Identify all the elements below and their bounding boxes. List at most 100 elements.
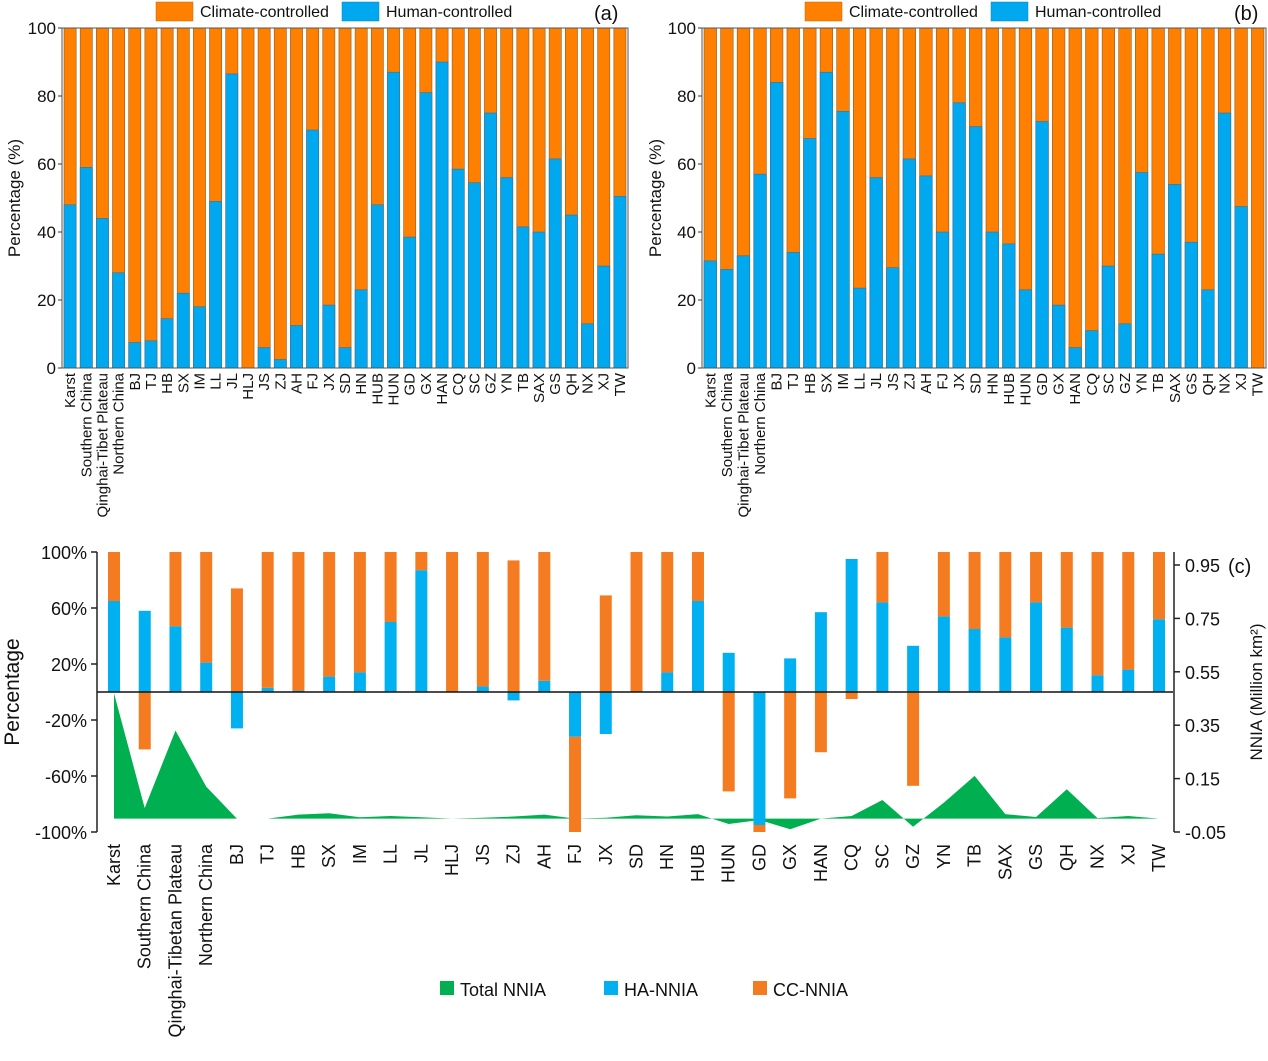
x-tick-label: JX xyxy=(951,373,968,391)
legend-label-human-controlled: Human-controlled xyxy=(1035,4,1161,21)
bar-human-controlled-karst xyxy=(63,204,77,369)
y-axis-ticks-b: 0 20 40 60 80 100 xyxy=(668,19,702,378)
bar-human-controlled-zj xyxy=(273,359,287,369)
x-tick-label: AH xyxy=(534,844,554,869)
bar-ha-nnia-jx xyxy=(599,692,612,734)
bar-human-controlled-sx xyxy=(176,292,190,369)
bar-human-controlled-xj xyxy=(597,265,611,369)
x-tick-label: YN xyxy=(499,373,516,394)
y-right-tick-label: 0.35 xyxy=(1185,716,1220,736)
bar-human-controlled-sd xyxy=(969,126,983,369)
x-tick-label: HAN xyxy=(1067,373,1084,405)
bar-ha-nnia-hun xyxy=(722,652,735,692)
x-tick-label: Southern China xyxy=(78,372,95,477)
x-tick-label: GX xyxy=(1051,373,1068,395)
x-tick-label: TJ xyxy=(785,373,802,390)
bar-ha-nnia-karst xyxy=(108,601,120,692)
x-tick-label: GS xyxy=(1183,373,1200,395)
bar-human-controlled-gs xyxy=(1184,241,1198,369)
x-tick-label: IM xyxy=(191,373,208,390)
bar-human-controlled-xj xyxy=(1234,206,1248,369)
bar-human-controlled-jl xyxy=(225,73,239,369)
legend-label-climate-controlled: Climate-controlled xyxy=(849,4,978,21)
x-tick-label: Qinghai-Tibet Plateau xyxy=(735,373,752,518)
bar-human-controlled-hn xyxy=(985,231,999,369)
legend-swatch-climate-controlled xyxy=(804,1,843,22)
bar-climate-controlled-tj xyxy=(144,27,158,369)
bar-cc-nnia-han xyxy=(814,692,827,753)
x-tick-label: SD xyxy=(968,373,985,394)
bar-cc-nnia-sc xyxy=(876,552,889,603)
bar-ha-nnia-bj xyxy=(230,692,243,729)
bar-human-controlled-hub xyxy=(370,204,384,369)
x-tick-label: SX xyxy=(818,373,835,393)
x-tick-label: SX xyxy=(175,373,192,393)
bar-human-controlled-fj xyxy=(306,129,320,369)
x-tick-label: IM xyxy=(835,373,852,390)
bar-ha-nnia-tw xyxy=(1153,619,1165,692)
bar-cc-nnia-yn xyxy=(937,552,950,617)
y-axis-label-b: Percentage (%) xyxy=(646,139,665,257)
bar-cc-nnia-bj xyxy=(230,588,243,692)
bar-human-controlled-southern-china xyxy=(79,167,93,369)
bar-ha-nnia-gx xyxy=(784,658,797,692)
x-tick-label: TJ xyxy=(258,844,278,864)
bar-human-controlled-bj xyxy=(770,82,784,369)
bar-ha-nnia-southern-china xyxy=(138,610,151,692)
bars-a xyxy=(63,27,627,369)
x-tick-label: JL xyxy=(868,373,885,389)
y-tick-label: 40 xyxy=(37,223,56,242)
x-tick-label: GD xyxy=(402,373,419,396)
x-tick-label: NX xyxy=(580,373,597,394)
x-tick-label: TW xyxy=(1250,372,1267,396)
bars-b xyxy=(703,27,1265,369)
bar-human-controlled-northern-china xyxy=(112,272,125,369)
x-tick-label: QH xyxy=(1200,373,1217,396)
bar-human-controlled-cq xyxy=(1085,330,1099,369)
chart-c: Percentage NNIA (Million km²) (c) 100% 60… xyxy=(1,543,1266,1037)
x-tick-label: Northern China xyxy=(111,372,128,474)
x-tick-label: HB xyxy=(288,844,308,869)
total-nnia-area xyxy=(113,693,1160,830)
x-tick-label: TB xyxy=(965,844,985,867)
y-tick-label: -100% xyxy=(35,823,87,843)
y-axis-right-label-c: NNIA (Million km²) xyxy=(1247,624,1266,761)
bar-human-controlled-gx xyxy=(1052,304,1066,369)
bar-cc-nnia-qinghai-tibetan-plateau xyxy=(169,552,182,627)
x-axis-labels-c: Karst Southern China Qinghai-Tibetan Plate… xyxy=(104,843,1169,1037)
bar-cc-nnia-gx xyxy=(784,692,797,799)
legend-swatch-ha-nnia xyxy=(604,981,618,995)
bar-ha-nnia-jl xyxy=(415,570,428,692)
bar-human-controlled-jx xyxy=(322,304,336,369)
bar-human-controlled-northern-china xyxy=(753,173,767,369)
bar-climate-controlled-hlj xyxy=(241,27,255,369)
x-tick-label: HAN xyxy=(434,373,451,405)
x-tick-label: SX xyxy=(319,844,339,868)
y-tick-label: 20 xyxy=(677,291,696,310)
bar-human-controlled-hub xyxy=(1002,243,1016,369)
bar-human-controlled-ah xyxy=(290,325,303,369)
x-tick-label: GS xyxy=(1026,844,1046,870)
bar-human-controlled-southern-china xyxy=(720,269,734,369)
bar-ha-nnia-tj xyxy=(261,687,274,692)
bar-climate-controlled-ah xyxy=(290,27,303,369)
y-axis-label-a: Percentage (%) xyxy=(5,139,24,257)
bar-human-controlled-yn xyxy=(500,177,514,369)
legend-swatch-cc-nnia xyxy=(753,981,767,995)
bar-ha-nnia-nx xyxy=(1091,675,1104,692)
x-tick-label: GS xyxy=(547,373,564,395)
bar-cc-nnia-zj xyxy=(507,560,520,692)
bar-cc-nnia-northern-china xyxy=(200,552,213,663)
x-tick-label: SC xyxy=(872,844,892,869)
x-tick-label: AH xyxy=(918,373,935,394)
x-tick-label: Karst xyxy=(104,844,124,886)
x-tick-label: SD xyxy=(337,373,354,394)
bar-human-controlled-tb xyxy=(516,226,530,369)
x-tick-label: Southern China xyxy=(719,372,736,477)
bar-human-controlled-qinghai-tibet-plateau xyxy=(736,255,751,369)
y-tick-label: 80 xyxy=(677,87,696,106)
x-tick-label: HUN xyxy=(1017,373,1034,406)
bar-human-controlled-hun xyxy=(387,71,400,369)
bar-human-controlled-gx xyxy=(419,92,433,369)
